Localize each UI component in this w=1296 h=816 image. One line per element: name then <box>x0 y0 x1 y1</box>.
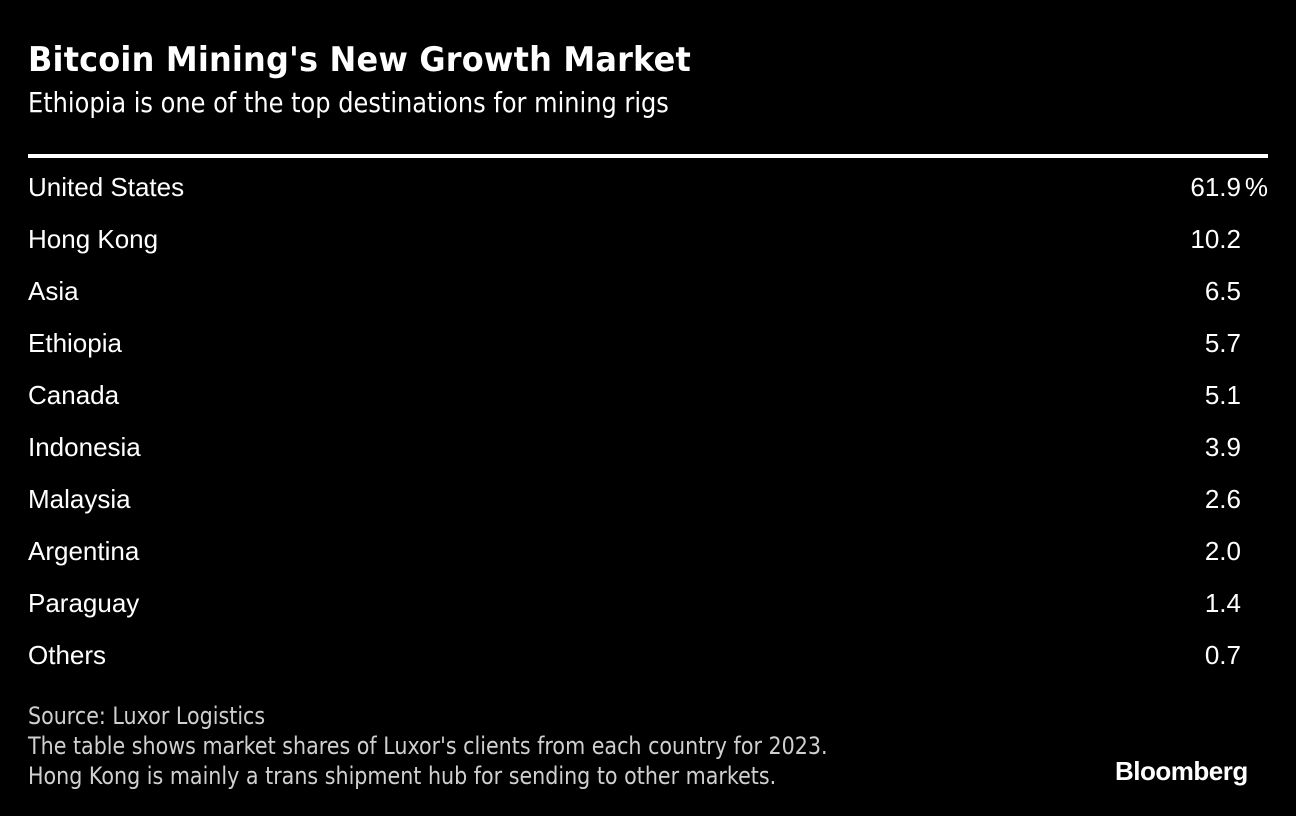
row-label: Paraguay <box>28 588 140 618</box>
table-row: Others 0.7 <box>28 630 1268 682</box>
row-label: Malaysia <box>28 484 131 514</box>
row-value: 5.7 <box>1204 328 1241 358</box>
table-row: Ethiopia 5.7 <box>28 318 1268 370</box>
row-value: 2.0 <box>1204 536 1241 566</box>
footnote-2: Hong Kong is mainly a trans shipment hub… <box>28 762 777 790</box>
row-label: Ethiopia <box>28 328 122 358</box>
row-label: Asia <box>28 276 79 306</box>
row-value: 6.5 <box>1204 276 1241 306</box>
table-row: Argentina 2.0 <box>28 526 1268 578</box>
row-value: 5.1 <box>1204 380 1241 410</box>
row-label: Indonesia <box>28 432 141 462</box>
row-value: 1.4 <box>1204 588 1241 618</box>
table-row: Asia 6.5 <box>28 266 1268 318</box>
row-label: Hong Kong <box>28 224 159 254</box>
footnote-1: The table shows market shares of Luxor's… <box>28 732 828 760</box>
table-row: United States 61.9% <box>28 162 1268 214</box>
row-value: 3.9 <box>1204 432 1241 462</box>
table-row: Indonesia 3.9 <box>28 422 1268 474</box>
row-label: Others <box>28 640 107 670</box>
row-label: Canada <box>28 380 120 410</box>
row-value: 61.9 <box>1190 172 1241 202</box>
table-row: Paraguay 1.4 <box>28 578 1268 630</box>
row-label: United States <box>28 172 185 202</box>
unit-label: % <box>1244 172 1268 202</box>
row-value: 0.7 <box>1204 640 1241 670</box>
chart-title: Bitcoin Mining's New Growth Market <box>28 40 691 80</box>
row-label: Argentina <box>28 536 140 566</box>
chart-subtitle: Ethiopia is one of the top destinations … <box>28 86 669 119</box>
table-row: Canada 5.1 <box>28 370 1268 422</box>
table-row: Hong Kong 10.2 <box>28 214 1268 266</box>
bloomberg-logo: Bloomberg <box>1115 756 1248 786</box>
row-value: 2.6 <box>1204 484 1241 514</box>
source-note: Source: Luxor Logistics <box>28 702 266 730</box>
table-row: Malaysia 2.6 <box>28 474 1268 526</box>
row-value: 10.2 <box>1190 224 1241 254</box>
header-rule <box>28 154 1268 158</box>
